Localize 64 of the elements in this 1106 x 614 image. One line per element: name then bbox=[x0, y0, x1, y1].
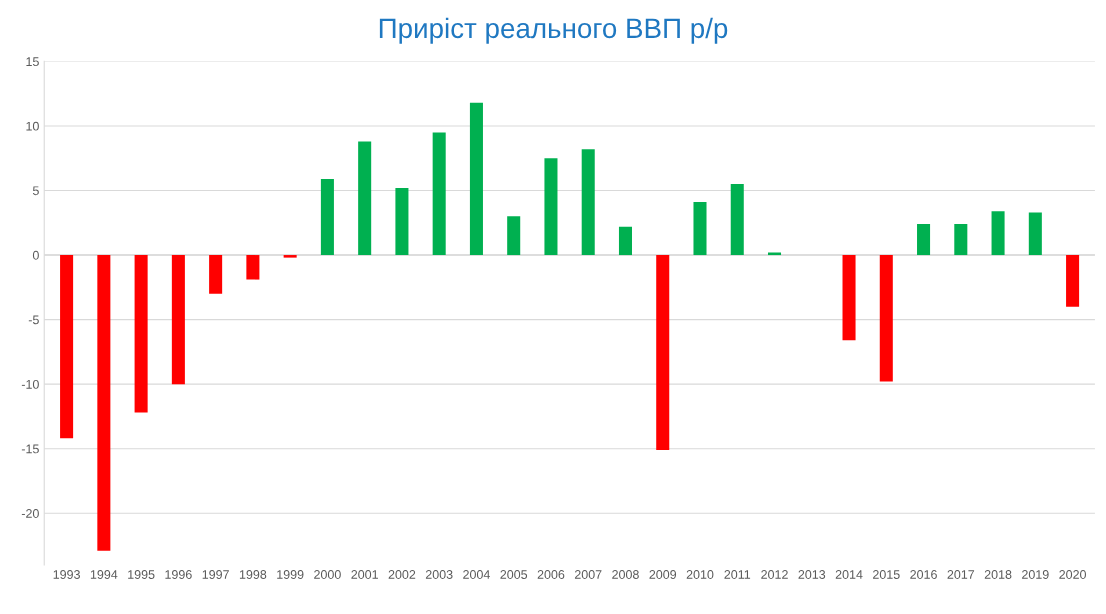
x-tick-label: 2010 bbox=[686, 570, 714, 579]
bar bbox=[507, 216, 521, 256]
bar bbox=[730, 184, 744, 256]
x-tick-label: 1995 bbox=[128, 570, 155, 579]
bar bbox=[618, 226, 632, 256]
bar bbox=[97, 255, 111, 551]
bar bbox=[320, 178, 334, 256]
y-tick-label: -10 bbox=[21, 379, 39, 389]
x-tick-label: 1997 bbox=[202, 570, 229, 579]
bar bbox=[767, 252, 782, 256]
bar bbox=[209, 255, 223, 294]
bar bbox=[395, 187, 409, 256]
bar bbox=[358, 141, 372, 256]
x-tick-label: 2000 bbox=[314, 570, 341, 579]
x-tick-label: 2014 bbox=[835, 570, 863, 579]
y-tick-label: -15 bbox=[21, 444, 39, 454]
bar bbox=[879, 255, 893, 382]
x-tick-label: 2017 bbox=[947, 570, 975, 579]
bar bbox=[544, 158, 558, 256]
y-tick-label: 5 bbox=[32, 186, 39, 196]
y-tick-label: -5 bbox=[28, 315, 39, 325]
x-tick-label: 2009 bbox=[649, 570, 677, 579]
x-tick-label: 2004 bbox=[463, 570, 490, 579]
y-tick-label: 15 bbox=[26, 57, 39, 67]
bar bbox=[60, 255, 74, 439]
x-tick-label: 1998 bbox=[239, 570, 267, 579]
bar bbox=[469, 102, 483, 256]
bar bbox=[954, 224, 968, 256]
bar bbox=[842, 255, 856, 341]
chart-title: Приріст реального ВВП р/р bbox=[379, 17, 728, 44]
bar bbox=[693, 202, 707, 256]
bar bbox=[171, 255, 185, 385]
x-tick-label: 2015 bbox=[873, 570, 900, 579]
x-tick-label: 1999 bbox=[277, 570, 304, 579]
bar bbox=[991, 211, 1005, 256]
x-tick-label: 2003 bbox=[425, 570, 453, 579]
bar bbox=[1028, 212, 1042, 256]
x-tick-label: 2012 bbox=[761, 570, 788, 579]
x-tick-label: 2006 bbox=[537, 570, 565, 579]
x-tick-label: 2011 bbox=[724, 570, 751, 579]
x-tick-label: 2013 bbox=[798, 570, 826, 579]
x-tick-label: 2005 bbox=[500, 570, 528, 579]
bar bbox=[283, 255, 297, 258]
x-tick-label: 2007 bbox=[574, 570, 602, 579]
y-tick-label: 10 bbox=[26, 121, 39, 131]
y-tick-label: 0 bbox=[32, 250, 39, 260]
bar bbox=[581, 149, 595, 256]
x-tick-label: 2018 bbox=[984, 570, 1012, 579]
x-tick-label: 1996 bbox=[165, 570, 192, 579]
x-tick-label: 2019 bbox=[1022, 570, 1049, 579]
x-tick-label: 2008 bbox=[612, 570, 639, 579]
x-tick-label: 1993 bbox=[53, 570, 80, 579]
x-tick-label: 2016 bbox=[910, 570, 937, 579]
x-tick-label: 2002 bbox=[388, 570, 416, 579]
bar bbox=[134, 255, 148, 413]
x-tick-label: 2001 bbox=[351, 570, 378, 579]
bar bbox=[656, 255, 670, 450]
bar bbox=[1066, 255, 1080, 307]
bar bbox=[246, 255, 260, 280]
y-tick-label: -20 bbox=[21, 509, 39, 518]
bar bbox=[432, 132, 446, 256]
bar bbox=[917, 224, 931, 256]
x-tick-label: 2020 bbox=[1059, 570, 1086, 579]
x-tick-label: 1994 bbox=[90, 570, 118, 579]
